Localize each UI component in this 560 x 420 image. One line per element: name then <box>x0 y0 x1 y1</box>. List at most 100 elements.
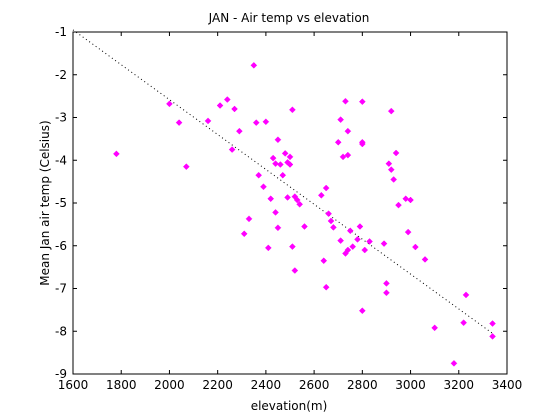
data-point <box>402 195 410 203</box>
data-point <box>320 257 328 265</box>
data-point <box>113 150 120 158</box>
data-point <box>240 230 248 238</box>
data-point <box>383 280 390 287</box>
data-point <box>250 61 258 69</box>
y-tick-label: -2 <box>55 68 67 82</box>
data-point <box>277 161 284 168</box>
data-point <box>228 146 236 153</box>
data-point <box>293 196 301 204</box>
data-point <box>325 210 332 218</box>
data-point <box>407 196 414 204</box>
data-point <box>260 183 267 191</box>
data-point <box>269 154 277 162</box>
data-point <box>301 223 308 230</box>
data-point <box>392 149 400 157</box>
data-point <box>289 243 296 250</box>
data-point <box>387 107 395 115</box>
data-point <box>450 359 458 367</box>
data-point <box>358 307 366 315</box>
x-tick-label: 3200 <box>444 378 475 392</box>
x-tick-label: 3000 <box>395 378 426 392</box>
data-point <box>354 235 361 243</box>
data-point <box>361 246 369 254</box>
data-point <box>284 194 291 201</box>
x-axis-label: elevation(m) <box>251 399 328 413</box>
data-point <box>166 100 173 108</box>
x-tick-label: 2000 <box>154 378 185 392</box>
plot-area <box>72 31 508 375</box>
data-point <box>272 160 279 168</box>
data-point <box>274 136 282 144</box>
x-tick-label: 2800 <box>347 378 378 392</box>
data-point <box>385 160 393 168</box>
data-point <box>356 223 364 230</box>
y-tick-label: -1 <box>55 25 67 39</box>
axis-ticks: 1600 1800 2000 2200 2400 2600 2800 3000 3200 3400… <box>55 25 522 392</box>
data-point <box>289 106 296 114</box>
data-point <box>383 289 390 297</box>
data-point <box>342 97 349 105</box>
data-point <box>286 161 294 168</box>
data-point <box>337 116 344 123</box>
data-point <box>175 119 183 126</box>
x-tick-label: 2200 <box>202 378 233 392</box>
data-point <box>421 256 429 263</box>
data-point <box>358 140 366 148</box>
data-point <box>380 240 388 247</box>
data-point <box>231 105 238 113</box>
y-tick-label: -9 <box>55 367 67 381</box>
data-points <box>113 61 496 367</box>
data-point <box>358 98 366 106</box>
data-point <box>489 320 496 327</box>
x-tick-label: 1800 <box>106 378 137 392</box>
data-point <box>327 217 335 225</box>
y-axis-label: Mean Jan air temp (Celsius) <box>38 120 52 285</box>
data-point <box>489 333 496 340</box>
data-point <box>431 324 439 332</box>
data-point <box>264 244 272 252</box>
data-point <box>296 200 303 208</box>
data-point <box>223 96 231 103</box>
data-point <box>252 119 260 126</box>
data-point <box>460 319 467 327</box>
data-point <box>412 243 419 251</box>
data-point <box>274 224 282 232</box>
data-point <box>390 176 398 183</box>
x-tick-label: 3400 <box>492 378 523 392</box>
data-point <box>344 151 352 159</box>
data-point <box>387 166 395 174</box>
data-point <box>330 224 337 231</box>
data-point <box>272 209 279 216</box>
data-point <box>322 184 330 192</box>
y-tick-label: -6 <box>55 239 67 253</box>
data-point <box>337 237 344 244</box>
data-point <box>404 228 412 236</box>
data-point <box>395 201 402 209</box>
x-tick-label: 2400 <box>251 378 282 392</box>
data-point <box>291 267 299 274</box>
data-point <box>349 243 357 250</box>
chart-title: JAN - Air temp vs elevation <box>208 11 370 25</box>
x-tick-label: 1600 <box>58 378 89 392</box>
data-point <box>216 102 224 109</box>
data-point <box>344 246 352 254</box>
data-point <box>344 127 352 135</box>
data-point <box>339 153 347 161</box>
data-point <box>281 150 289 157</box>
data-point <box>286 153 294 161</box>
data-point <box>317 191 325 199</box>
y-tick-label: -5 <box>55 196 67 210</box>
y-tick-label: -4 <box>55 153 67 167</box>
x-tick-label: 2600 <box>299 378 330 392</box>
data-point <box>322 283 330 291</box>
data-point <box>267 195 275 203</box>
y-tick-label: -8 <box>55 324 67 338</box>
data-point <box>279 171 287 179</box>
data-point <box>366 238 373 245</box>
y-tick-label: -3 <box>55 111 67 125</box>
data-point <box>204 117 212 125</box>
y-tick-label: -7 <box>55 282 67 296</box>
data-point <box>236 127 243 135</box>
